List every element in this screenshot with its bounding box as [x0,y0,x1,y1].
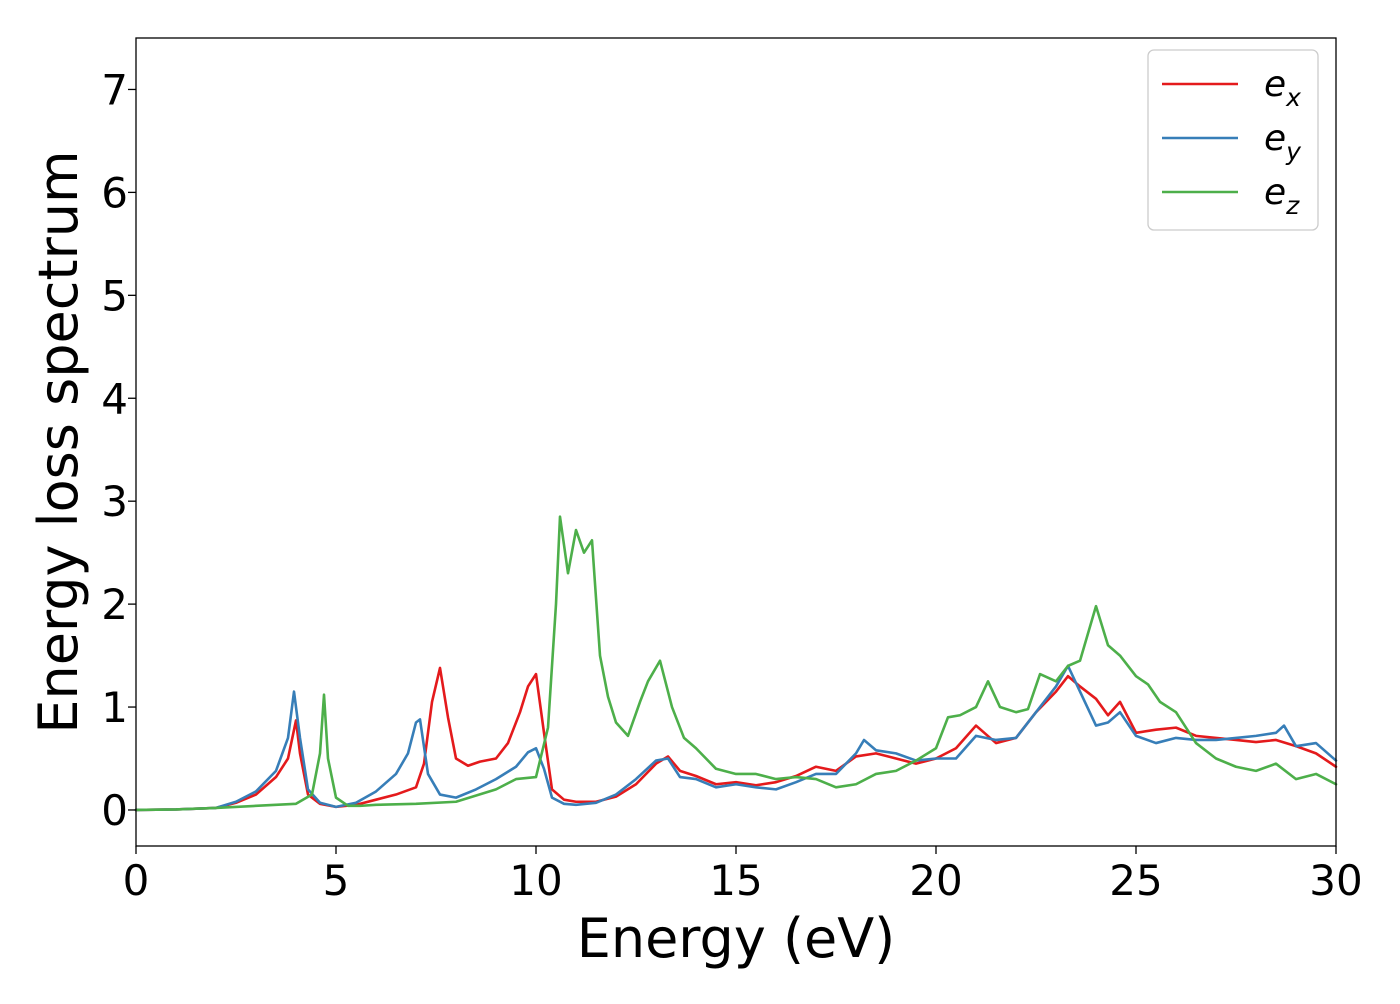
legend-label-3: ez [1264,172,1300,220]
legend-label-2: ey [1264,118,1302,166]
y-tick-label: 6 [101,168,128,217]
legend-label-base: e [1264,172,1286,213]
x-tick-label: 0 [123,856,150,905]
y-tick-label: 5 [101,271,128,320]
x-tick-label: 10 [509,856,562,905]
series-layer [134,515,1338,812]
y-tick-label: 7 [101,65,128,114]
series-line-1 [134,666,1338,812]
series-line-3 [134,515,1338,812]
y-tick-label: 3 [101,477,128,526]
y-tick-label: 1 [101,683,128,732]
x-tick-label: 20 [909,856,962,905]
x-axis-label: Energy (eV) [577,907,896,970]
x-axis-ticks: 0 5 10 15 20 25 30 [123,846,1363,905]
legend-box [1147,49,1319,231]
x-tick-label: 30 [1309,856,1362,905]
series-line-2 [134,664,1338,812]
legend-label-subscript: y [1285,137,1302,166]
legend-label-1: ex [1264,64,1301,112]
y-axis-ticks: 0 1 2 3 4 5 6 7 [101,65,136,835]
y-tick-label: 0 [101,786,128,835]
legend-label-base: e [1264,64,1286,105]
y-tick-label: 2 [101,580,128,629]
x-tick-label: 5 [323,856,350,905]
x-tick-label: 25 [1109,856,1162,905]
legend-label-subscript: x [1285,83,1301,112]
legend-label-base: e [1264,118,1286,159]
legend-label-subscript: z [1285,191,1300,220]
y-tick-label: 4 [101,374,128,423]
y-axis-label: Energy loss spectrum [27,150,90,733]
x-tick-label: 15 [709,856,762,905]
